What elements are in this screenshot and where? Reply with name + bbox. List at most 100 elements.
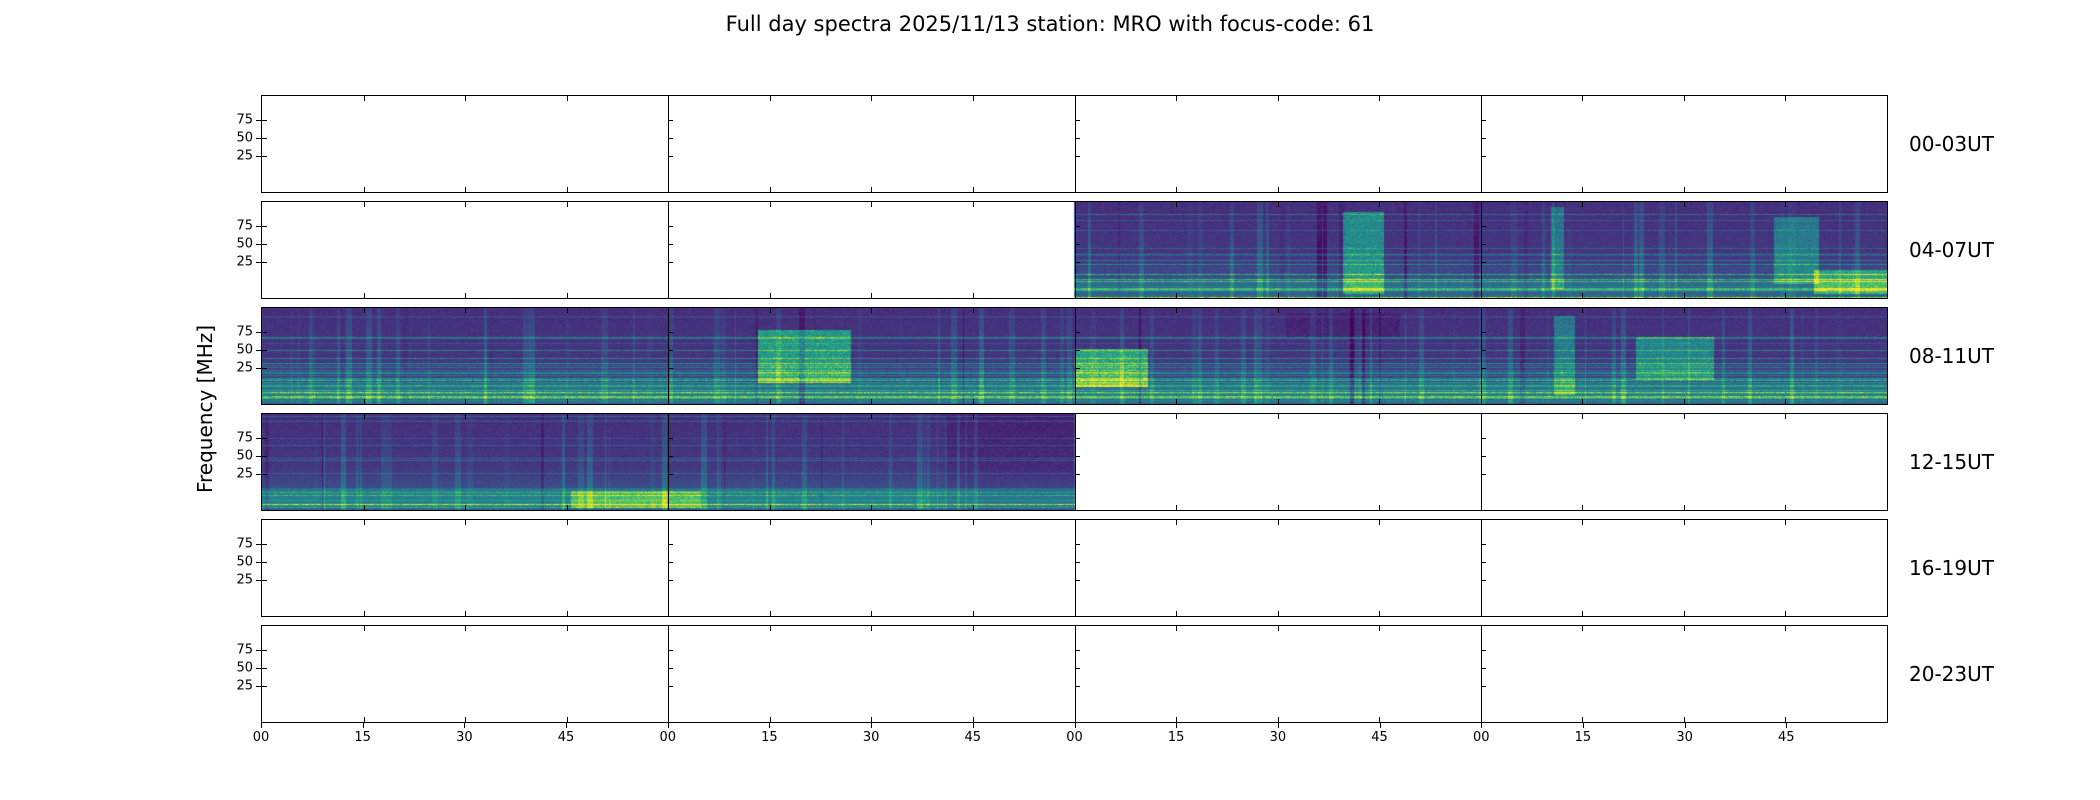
y-tick-mark xyxy=(1480,137,1486,139)
x-tick-mark xyxy=(972,611,974,616)
x-tick-mark xyxy=(667,723,669,728)
y-tick-mark xyxy=(256,225,261,227)
y-tick-mark xyxy=(1074,137,1080,139)
y-tick-mark xyxy=(1074,455,1080,457)
y-tick-mark xyxy=(262,368,267,369)
y-tick-label: 25 xyxy=(236,360,253,376)
x-tick-mark xyxy=(363,505,365,510)
y-tick-mark xyxy=(256,649,261,651)
x-tick-mark xyxy=(566,96,568,101)
x-tick-mark xyxy=(1379,717,1381,722)
y-tick-mark xyxy=(256,474,261,475)
x-tick-mark xyxy=(1379,520,1381,525)
x-tick-mark xyxy=(1683,626,1685,631)
y-tick-mark xyxy=(1074,667,1080,669)
x-tick-mark xyxy=(1683,293,1685,298)
y-tick-mark xyxy=(1480,243,1486,245)
x-tick-mark xyxy=(566,611,568,616)
y-tick-label: 50 xyxy=(236,448,253,464)
x-tick-mark xyxy=(1785,293,1787,298)
x-tick-mark xyxy=(1176,399,1178,404)
x-tick-mark xyxy=(1786,723,1788,728)
x-tick-mark xyxy=(769,717,771,722)
y-tick-label: 50 xyxy=(236,342,253,358)
y-tick-mark xyxy=(668,225,674,227)
x-tick-mark xyxy=(769,202,771,207)
x-tick-mark xyxy=(1176,308,1178,313)
y-tick-mark xyxy=(256,243,261,245)
x-tick-mark xyxy=(1785,717,1787,722)
hour-divider xyxy=(668,96,670,192)
x-tick-mark xyxy=(1785,96,1787,101)
y-tick-mark xyxy=(668,437,674,439)
row-time-label: 16-19UT xyxy=(1909,556,1994,580)
x-tick-mark xyxy=(769,293,771,298)
y-tick-mark xyxy=(668,649,674,651)
y-tick-mark xyxy=(256,349,261,351)
spectra-row-08-11ut: 75 50 25 08-11UT xyxy=(236,307,1994,405)
x-tick-mark xyxy=(1379,96,1381,101)
x-tick-mark xyxy=(465,414,467,419)
x-tick-mark xyxy=(1277,723,1279,728)
row-time-label: 20-23UT xyxy=(1909,662,1994,686)
y-tick-mark xyxy=(256,156,261,157)
hour-divider xyxy=(1074,202,1076,298)
x-tick-mark xyxy=(465,505,467,510)
y-tick-mark xyxy=(256,580,261,581)
x-tick-mark xyxy=(1074,723,1076,728)
x-tick-mark xyxy=(769,520,771,525)
x-tick-mark xyxy=(1176,96,1178,101)
y-tick-mark xyxy=(1480,331,1486,333)
x-tick-mark xyxy=(871,96,873,101)
x-tick-mark xyxy=(1176,717,1178,722)
x-tick-mark xyxy=(871,626,873,631)
x-tick-mark xyxy=(871,293,873,298)
row-time-label: 00-03UT xyxy=(1909,132,1994,156)
spectra-row-04-07ut: 75 50 25 04-07UT xyxy=(236,201,1994,299)
x-tick-mark xyxy=(566,626,568,631)
y-tick-mark xyxy=(1074,543,1080,545)
y-tick-label: 25 xyxy=(236,572,253,588)
hour-divider xyxy=(1074,96,1076,192)
y-tick-mark xyxy=(1480,437,1486,439)
row-time-label: 08-11UT xyxy=(1909,344,1994,368)
y-tick-label: 25 xyxy=(236,148,253,164)
y-tick-mark xyxy=(262,243,267,245)
y-tick-label: 75 xyxy=(236,642,253,658)
x-tick-mark xyxy=(1582,202,1584,207)
x-tick-mark xyxy=(1379,505,1381,510)
x-tick-mark xyxy=(363,626,365,631)
x-tick-mark xyxy=(871,611,873,616)
x-tick-mark xyxy=(465,717,467,722)
x-tick-mark xyxy=(871,717,873,722)
x-tick-mark xyxy=(1582,293,1584,298)
hour-divider xyxy=(668,308,670,404)
x-tick-mark xyxy=(362,723,364,728)
x-tick-mark xyxy=(972,293,974,298)
x-tick-mark xyxy=(1683,717,1685,722)
x-tick-mark xyxy=(1582,520,1584,525)
y-tick-mark xyxy=(262,262,267,263)
x-tick-mark xyxy=(1379,308,1381,313)
x-tick-mark xyxy=(972,717,974,722)
y-tick-mark xyxy=(1074,243,1080,245)
x-tick-mark xyxy=(566,520,568,525)
y-axis-label: Frequency [MHz] xyxy=(193,324,217,494)
y-tick-mark xyxy=(262,225,267,227)
x-tick-mark xyxy=(1176,723,1178,728)
x-tick-label: 15 xyxy=(1574,730,1592,745)
x-tick-mark xyxy=(1582,505,1584,510)
y-tick-mark xyxy=(668,331,674,333)
y-tick-label: 25 xyxy=(236,254,253,270)
y-tick-mark xyxy=(1074,561,1080,563)
x-tick-mark xyxy=(972,187,974,192)
y-tick-mark xyxy=(668,474,674,475)
x-tick-label: 30 xyxy=(456,730,473,745)
x-tick-mark xyxy=(1176,414,1178,419)
x-tick-label: 45 xyxy=(1778,730,1795,745)
hour-divider xyxy=(1480,414,1482,510)
x-tick-mark xyxy=(1683,414,1685,419)
y-tick-mark xyxy=(1480,156,1486,157)
y-tick-mark xyxy=(256,561,261,563)
